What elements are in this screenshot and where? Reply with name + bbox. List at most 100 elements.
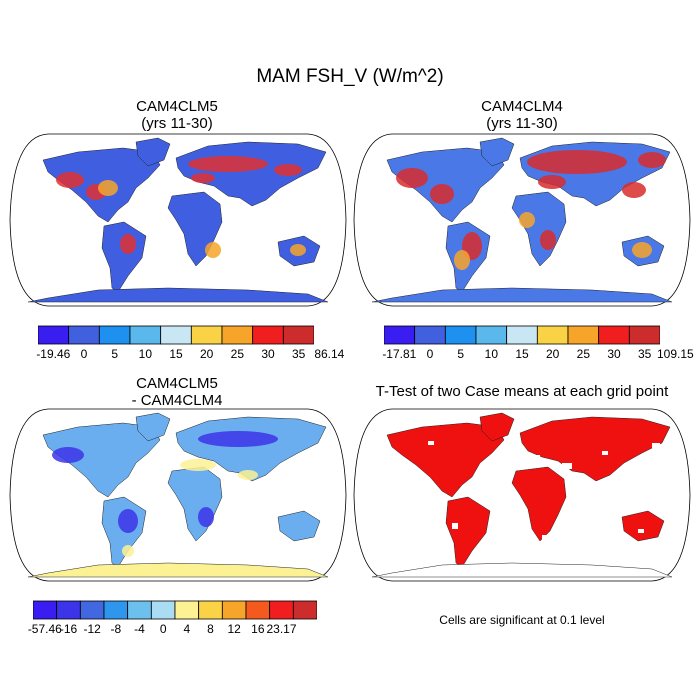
land-antarctica [27, 287, 329, 303]
colorbar-clm5-labels: -19.46 0 5 10 15 20 25 30 35 86.14 [36, 347, 344, 363]
warm-patch [290, 244, 306, 256]
warm-patch [122, 545, 134, 557]
hotspot [120, 234, 136, 254]
colorbar-label: -8 [110, 622, 122, 636]
colorbar-swatch [245, 600, 271, 620]
hotspot [118, 509, 138, 533]
significance-note: Cells are significant at 0.1 level [439, 613, 605, 627]
nonsignificant-cell [512, 435, 518, 438]
colorbar-swatch [190, 325, 223, 345]
hotspot [274, 164, 302, 176]
panel-title-clm4-line1: CAM4CLM4 [481, 98, 563, 115]
colorbar-label: 20 [545, 347, 560, 361]
panel-title-clm4: CAM4CLM4 (yrs 11-30) [372, 98, 672, 132]
colorbar-label: 0 [159, 622, 167, 636]
panel-title-clm5: CAM4CLM5 (yrs 11-30) [27, 98, 327, 132]
nonsignificant-cell [452, 523, 458, 529]
colorbar-label: -17.81 [382, 347, 417, 361]
colorbar-label: 15 [169, 347, 183, 361]
warm-patch [632, 242, 652, 258]
colorbar-label: -57.46 [27, 622, 62, 636]
colorbar-clm4-labels: -17.81 0 5 10 15 20 25 30 35 109.15 [382, 347, 693, 363]
land-antarctica [371, 287, 673, 303]
warm-patch [98, 180, 118, 196]
colorbar-swatch [536, 325, 569, 345]
hotspot [52, 447, 84, 463]
colorbar-swatch [160, 325, 192, 345]
panel-title-clm5-line2: (yrs 11-30) [141, 115, 213, 132]
colorbar-swatch [567, 325, 600, 345]
hotspot [188, 156, 268, 172]
land-australia [277, 510, 321, 542]
colorbar-swatch [174, 600, 200, 620]
colorbar-swatch [282, 325, 314, 345]
colorbar-label: 30 [261, 347, 275, 361]
colorbar-swatch [506, 325, 538, 345]
colorbar-swatch [38, 325, 70, 345]
land-greenland [135, 137, 171, 167]
nonsignificant-cell [532, 455, 540, 460]
land-greenland [479, 412, 515, 442]
nonsignificant-cell [602, 451, 608, 455]
colorbar-label: -4 [134, 622, 145, 636]
colorbar-swatch [79, 600, 105, 620]
panel-title-diff: CAM4CLM5 - CAM4CLM4 [27, 375, 327, 409]
map-ttest [353, 408, 691, 582]
warm-patch [519, 212, 535, 228]
hotspot [198, 507, 214, 527]
colorbar-label: -12 [83, 622, 101, 636]
colorbar-label: 15 [515, 347, 529, 361]
colorbar-label: 20 [199, 347, 214, 361]
hotspot [538, 175, 566, 189]
warm-patch [454, 250, 470, 270]
colorbar-label: 0 [426, 347, 434, 361]
colorbar-swatch [269, 600, 294, 620]
colorbar-swatch [103, 600, 129, 620]
colorbar-swatch [129, 325, 162, 345]
figure-title: MAM FSH_V (W/m^2) [256, 66, 444, 87]
hotspot [191, 173, 215, 183]
warm-patch [238, 470, 258, 480]
colorbar-label: -16 [59, 622, 78, 636]
colorbar-swatch [221, 325, 254, 345]
colorbar-clm4 [384, 325, 660, 345]
colorbar-label: 4 [183, 622, 191, 636]
warm-patch [205, 242, 221, 258]
colorbar-label: 10 [138, 347, 153, 361]
map-diff [9, 408, 347, 582]
nonsignificant-cell [428, 441, 434, 445]
colorbar-swatch [198, 600, 223, 620]
hotspot [540, 230, 556, 250]
colorbar-swatch [98, 325, 131, 345]
colorbar-label: 8 [207, 622, 214, 636]
colorbar-label: 35 [291, 347, 306, 361]
hotspot [396, 168, 428, 188]
colorbar-label: 109.15 [656, 347, 694, 361]
colorbar-label: 5 [111, 347, 118, 361]
land-greenland [479, 137, 515, 167]
colorbar-label: 25 [576, 347, 591, 361]
panel-title-clm5-line1: CAM4CLM5 [136, 98, 218, 115]
colorbar-swatch [384, 325, 416, 345]
colorbar-label: 25 [230, 347, 245, 361]
colorbar-label: 12 [227, 622, 241, 636]
panel-title-diff-line2: - CAM4CLM4 [131, 392, 223, 409]
colorbar-label: -19.46 [36, 347, 71, 361]
colorbar-swatch [33, 600, 58, 620]
land-greenland [135, 412, 171, 442]
colorbar-label: 35 [637, 347, 652, 361]
nonsignificant-cell [562, 463, 572, 469]
nonsignificant-cell [542, 535, 546, 539]
warm-patch [180, 459, 216, 471]
hotspot [430, 184, 454, 204]
land-sa [445, 496, 491, 568]
colorbar-swatch [475, 325, 508, 345]
colorbar-swatch [598, 325, 630, 345]
map-clm4 [353, 133, 691, 307]
land-antarctica [27, 562, 329, 578]
colorbar-diff-labels: -57.46 -16 -12 -8 -4 0 4 8 12 16 23.17 [28, 622, 317, 638]
colorbar-label: 23.17 [266, 622, 297, 636]
map-clm5 [9, 133, 347, 307]
hotspot [638, 152, 666, 168]
panel-title-clm4-line2: (yrs 11-30) [486, 115, 558, 132]
